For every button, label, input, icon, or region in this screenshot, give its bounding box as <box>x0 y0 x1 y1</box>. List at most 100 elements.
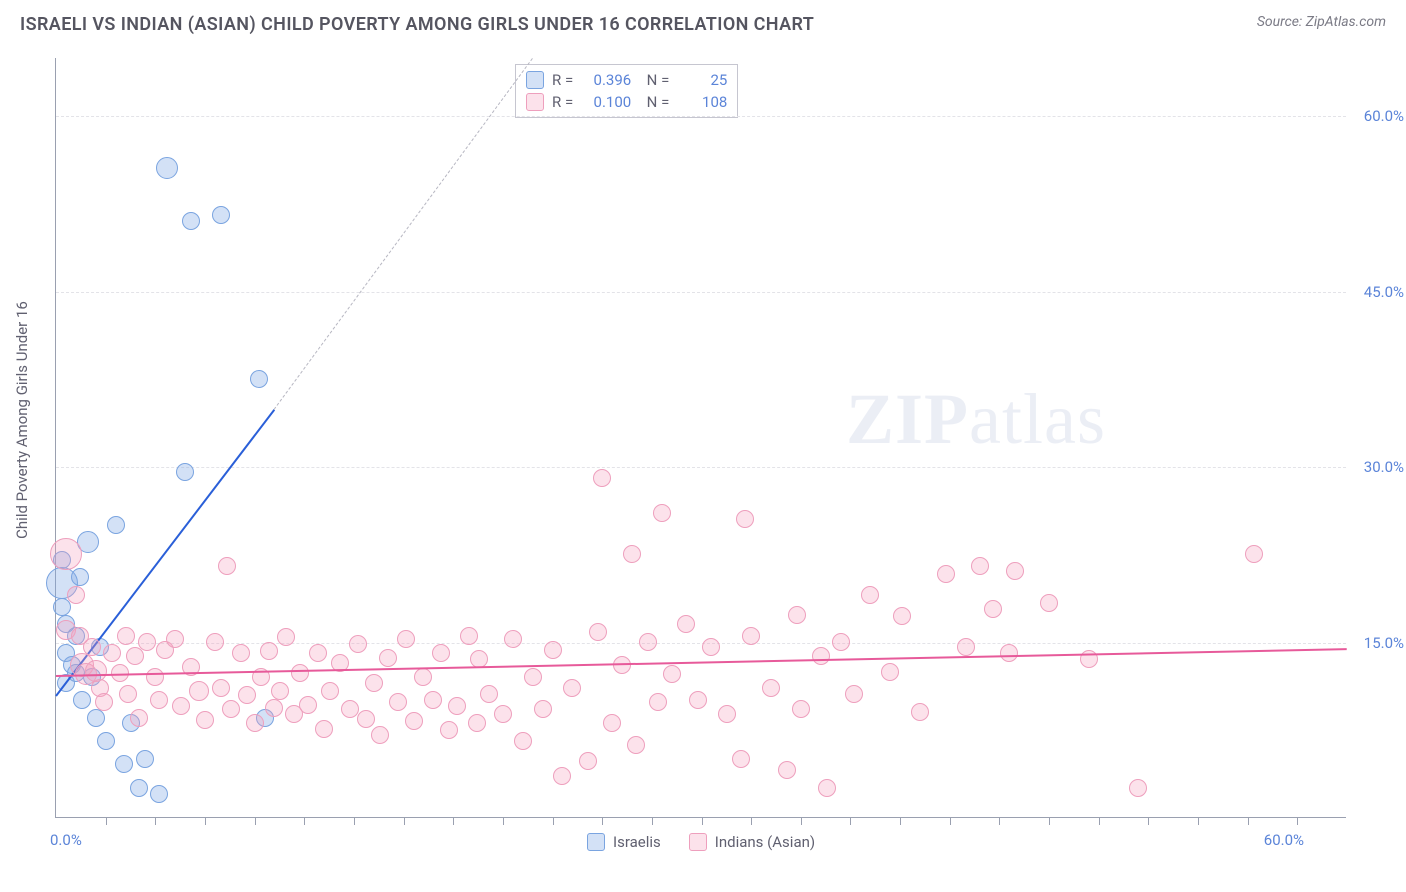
data-point <box>553 767 571 785</box>
data-point <box>1006 562 1024 580</box>
data-point <box>67 586 85 604</box>
legend-label: Indians (Asian) <box>715 833 815 851</box>
data-point <box>156 157 178 179</box>
x-tick <box>155 817 156 825</box>
x-tick <box>1297 817 1298 825</box>
legend-row: R =0.100 N =108 <box>526 91 727 113</box>
data-point <box>832 633 850 651</box>
x-tick <box>354 817 355 825</box>
data-point <box>97 732 115 750</box>
data-point <box>663 665 681 683</box>
data-point <box>182 212 200 230</box>
data-point <box>937 565 955 583</box>
data-point <box>1129 779 1147 797</box>
y-tick-label: 30.0% <box>1364 458 1404 476</box>
data-point <box>494 705 512 723</box>
data-point <box>309 644 327 662</box>
data-point <box>639 633 657 651</box>
data-point <box>73 691 91 709</box>
legend-swatch <box>587 833 605 851</box>
data-point <box>130 779 148 797</box>
data-point <box>321 682 339 700</box>
data-point <box>504 630 522 648</box>
data-point <box>424 691 442 709</box>
data-point <box>971 557 989 575</box>
correlation-legend: R =0.396 N =25R =0.100 N =108 <box>515 64 738 118</box>
legend-r-value: 0.100 <box>581 91 631 113</box>
x-tick <box>999 817 1000 825</box>
x-tick <box>1148 817 1149 825</box>
data-point <box>653 504 671 522</box>
legend-n-value: 108 <box>677 91 727 113</box>
watermark-bold: ZIP <box>846 379 969 459</box>
data-point <box>103 644 121 662</box>
data-point <box>271 682 289 700</box>
data-point <box>357 710 375 728</box>
data-point <box>260 642 278 660</box>
trend-line-dashed <box>274 58 533 409</box>
data-point <box>238 686 256 704</box>
x-tick <box>751 817 752 825</box>
x-tick <box>1099 817 1100 825</box>
data-point <box>792 700 810 718</box>
data-point <box>222 700 240 718</box>
data-point <box>881 663 899 681</box>
series-legend: IsraelisIndians (Asian) <box>587 833 815 851</box>
legend-item: Indians (Asian) <box>689 833 815 851</box>
data-point <box>379 649 397 667</box>
data-point <box>861 586 879 604</box>
x-tick <box>205 817 206 825</box>
data-point <box>818 779 836 797</box>
data-point <box>534 700 552 718</box>
data-point <box>689 691 707 709</box>
y-axis-label: Child Poverty Among Girls Under 16 <box>13 301 31 539</box>
data-point <box>603 714 621 732</box>
data-point <box>166 630 184 648</box>
legend-n-value: 25 <box>677 69 727 91</box>
data-point <box>593 469 611 487</box>
data-point <box>277 628 295 646</box>
data-point <box>107 516 125 534</box>
x-tick <box>801 817 802 825</box>
legend-r-label: R = <box>552 69 573 91</box>
data-point <box>189 681 209 701</box>
data-point <box>742 627 760 645</box>
chart-title: ISRAELI VS INDIAN (ASIAN) CHILD POVERTY … <box>20 14 814 35</box>
data-point <box>627 736 645 754</box>
legend-swatch <box>689 833 707 851</box>
x-tick <box>453 817 454 825</box>
x-min-label: 0.0% <box>50 831 82 849</box>
data-point <box>563 679 581 697</box>
data-point <box>788 606 806 624</box>
watermark: ZIPatlas <box>846 378 1106 461</box>
data-point <box>119 685 137 703</box>
x-tick <box>702 817 703 825</box>
data-point <box>196 711 214 729</box>
watermark-rest: atlas <box>969 379 1106 459</box>
data-point <box>85 660 107 682</box>
x-tick <box>255 817 256 825</box>
x-tick <box>553 817 554 825</box>
data-point <box>146 668 164 686</box>
legend-r-value: 0.396 <box>581 69 631 91</box>
data-point <box>83 638 101 656</box>
data-point <box>414 668 432 686</box>
x-tick <box>1198 817 1199 825</box>
gridline <box>56 292 1346 293</box>
data-point <box>95 693 113 711</box>
x-max-label: 60.0% <box>1264 831 1304 849</box>
data-point <box>732 750 750 768</box>
data-point <box>115 755 133 773</box>
data-point <box>893 607 911 625</box>
plot-area: ZIPatlas R =0.396 N =25R =0.100 N =108 I… <box>55 58 1346 818</box>
legend-r-label: R = <box>552 91 573 113</box>
data-point <box>150 691 168 709</box>
data-point <box>315 720 333 738</box>
chart-source: Source: ZipAtlas.com <box>1257 14 1386 30</box>
data-point <box>206 633 224 651</box>
data-point <box>250 370 268 388</box>
data-point <box>1040 594 1058 612</box>
data-point <box>246 714 264 732</box>
x-tick <box>1248 817 1249 825</box>
data-point <box>911 703 929 721</box>
